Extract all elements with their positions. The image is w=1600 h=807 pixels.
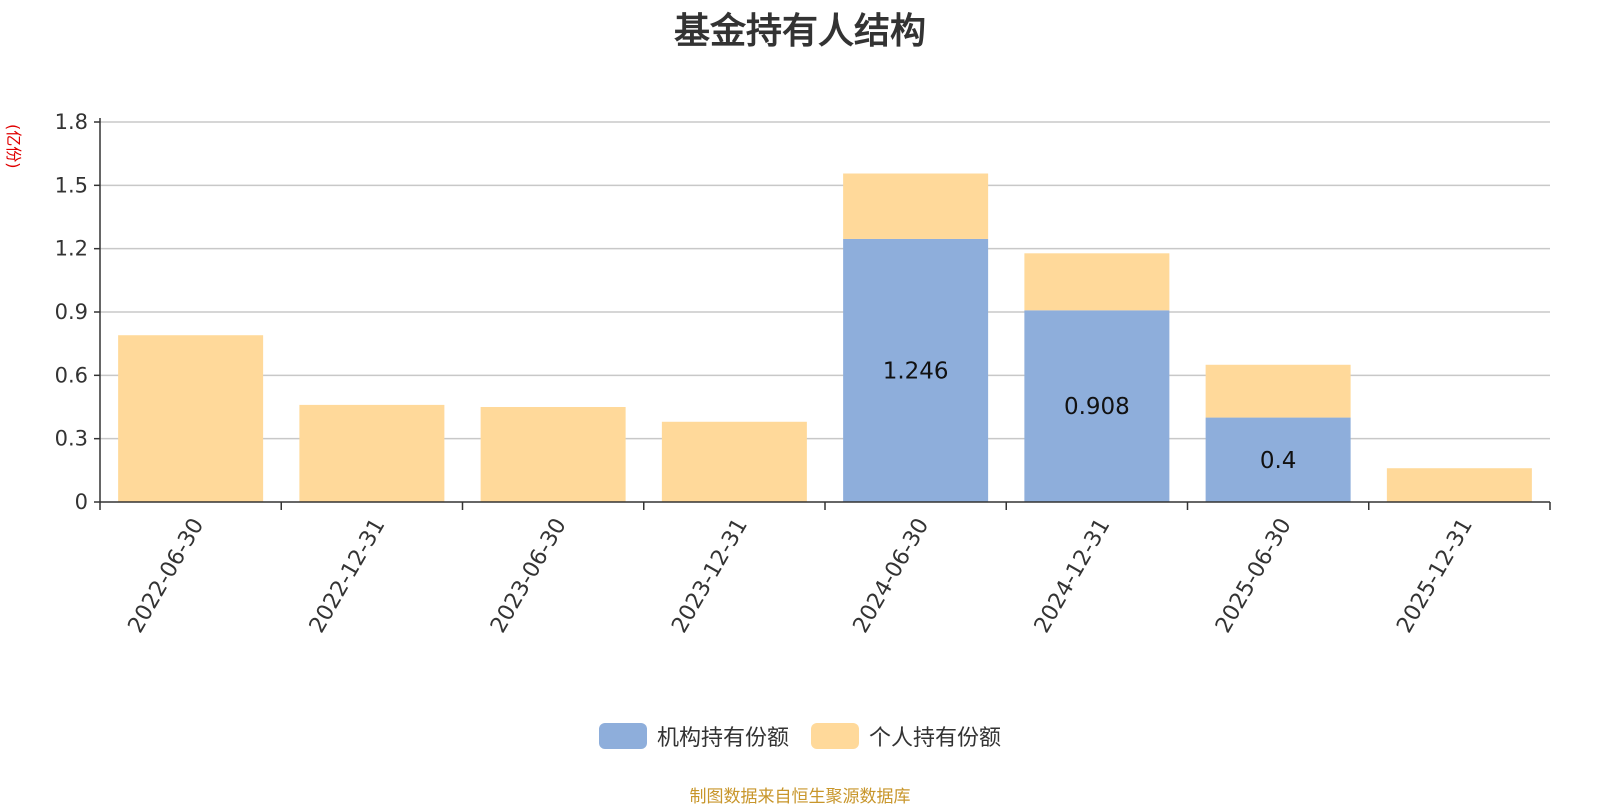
bar-individual-2023-06-30 xyxy=(480,407,626,502)
bar-individual-2025-06-30 xyxy=(1205,364,1351,418)
x-tick-label: 2025-06-30 xyxy=(1211,514,1297,637)
bar-institution-2024-12-31 xyxy=(1024,310,1170,502)
y-tick-label: 0.3 xyxy=(55,427,88,451)
bar-individual-2024-06-30 xyxy=(843,173,989,239)
bar-individual-2024-12-31 xyxy=(1024,253,1170,311)
data-label: 0.908 xyxy=(1064,394,1130,420)
data-label: 1.246 xyxy=(883,358,949,384)
y-tick-label: 0.6 xyxy=(55,363,88,387)
y-tick-label: 1.8 xyxy=(55,110,88,134)
legend-item-institution[interactable]: 机构持有份额 xyxy=(598,720,789,752)
legend-swatch-institution xyxy=(598,723,647,749)
y-tick-label: 1.2 xyxy=(55,237,88,261)
source-note: 制图数据来自恒生聚源数据库 xyxy=(689,787,911,807)
bar-individual-2023-12-31 xyxy=(661,421,807,502)
x-tick-label: 2022-06-30 xyxy=(124,514,210,637)
data-label: 0.4 xyxy=(1260,448,1297,474)
legend: 机构持有份额 个人持有份额 xyxy=(0,720,1600,752)
x-tick-label: 2022-12-31 xyxy=(305,514,391,637)
x-tick-label: 2024-12-31 xyxy=(1030,514,1116,637)
y-tick-label: 0 xyxy=(75,490,88,514)
y-tick-label: 0.9 xyxy=(55,300,88,324)
bar-chart: 1.246 0.908 0.4 0 0.3 0.6 0.9 1.2 1.5 1.8 2022-06… xyxy=(55,110,1551,637)
bar-institution-2024-06-30 xyxy=(843,238,989,502)
legend-swatch-individual xyxy=(811,723,859,749)
bar-institution-2025-06-30 xyxy=(1205,417,1351,502)
bar-individual-2022-12-31 xyxy=(299,404,445,502)
x-tick-label: 2024-06-30 xyxy=(849,514,935,637)
legend-item-individual[interactable]: 个人持有份额 xyxy=(811,720,1001,752)
chart-title: 基金持有人结构 xyxy=(673,11,926,52)
x-tick-label: 2025-12-31 xyxy=(1392,514,1478,637)
bar-individual-2025-12-31 xyxy=(1386,468,1532,502)
y-tick-label: 1.5 xyxy=(55,173,88,197)
x-tick-label: 2023-06-30 xyxy=(486,514,572,637)
legend-label-institution: 机构持有份额 xyxy=(656,726,789,751)
bar-individual-2022-06-30 xyxy=(118,335,264,502)
x-tick-label: 2023-12-31 xyxy=(667,514,753,637)
legend-label-individual: 个人持有份额 xyxy=(869,726,1002,751)
